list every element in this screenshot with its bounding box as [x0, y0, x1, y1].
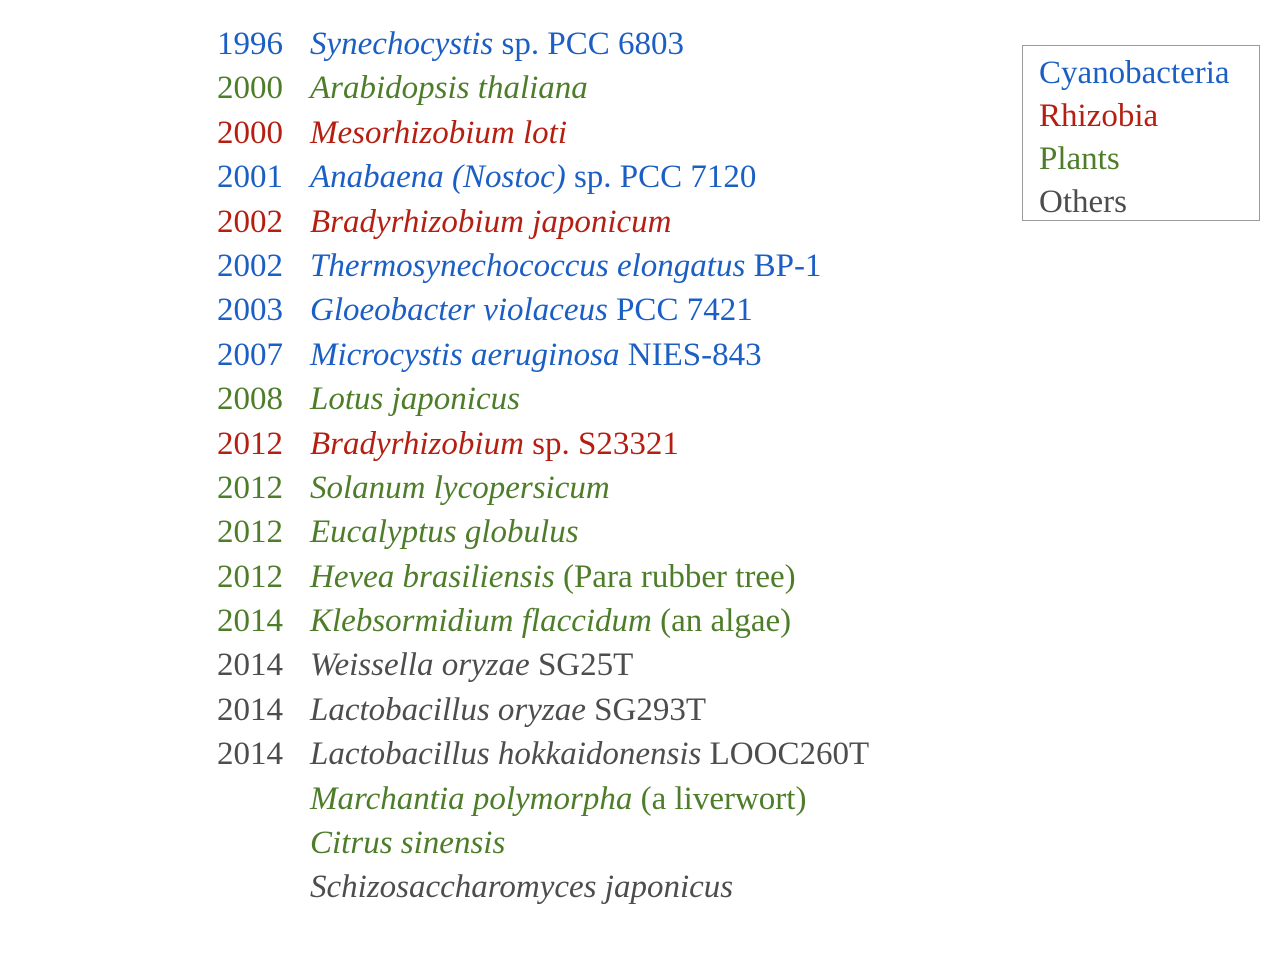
entry-year: 2012 [217, 425, 283, 462]
organism-name: Lactobacillus hokkaidonensis [310, 736, 702, 773]
organism-name: Arabidopsis thaliana [310, 70, 588, 107]
organism-name: Anabaena (Nostoc) [310, 159, 566, 196]
organism-strain: PCC 7421 [607, 292, 753, 329]
entry-year: 2000 [217, 114, 283, 151]
organism-name: Mesorhizobium loti [310, 114, 567, 151]
organism-name: Lactobacillus oryzae [310, 691, 586, 728]
entry-organism: Anabaena (Nostoc) sp. PCC 7120 [310, 155, 756, 199]
organism-name: Bradyrhizobium [310, 425, 524, 462]
genome-list: 1996 Synechocystis sp. PCC 6803 2000 Arabi… [217, 22, 869, 910]
organism-strain: sp. PCC 7120 [565, 159, 757, 196]
entry-organism: Schizosaccharomyces japonicus [310, 865, 733, 909]
genome-entry: 2003 Gloeobacter violaceus PCC 7421 [217, 288, 869, 332]
genome-entry: 2000 Arabidopsis thaliana [217, 66, 869, 110]
organism-name: Hevea brasiliensis [310, 558, 555, 595]
organism-strain: NIES-843 [619, 336, 762, 373]
entry-year: 2014 [217, 647, 283, 684]
genome-entry: 2014 Lactobacillus oryzae SG293T [217, 688, 869, 732]
entry-organism: Thermosynechococcus elongatus BP-1 [310, 244, 821, 288]
genome-entry: 2012 Bradyrhizobium sp. S23321 [217, 422, 869, 466]
entry-organism: Lotus japonicus [310, 377, 520, 421]
genome-entry: Marchantia polymorpha (a liverwort) [217, 777, 869, 821]
genome-entry: 1996 Synechocystis sp. PCC 6803 [217, 22, 869, 66]
entry-year: 2000 [217, 70, 283, 107]
entry-organism: Solanum lycopersicum [310, 466, 610, 510]
legend-item-cyanobacteria: Cyanobacteria [1039, 55, 1230, 91]
entry-organism: Lactobacillus oryzae SG293T [310, 688, 706, 732]
genome-entry: 2001 Anabaena (Nostoc) sp. PCC 7120 [217, 155, 869, 199]
organism-name: Weissella oryzae [310, 647, 530, 684]
entry-organism: Arabidopsis thaliana [310, 66, 588, 110]
organism-name: Schizosaccharomyces japonicus [310, 869, 734, 906]
organism-strain: (a liverwort) [632, 780, 807, 817]
organism-name: Gloeobacter violaceus [310, 292, 608, 329]
entry-organism: Weissella oryzae SG25T [310, 643, 633, 687]
genome-entry: Citrus sinensis [217, 821, 869, 865]
genome-entry: 2000 Mesorhizobium loti [217, 111, 869, 155]
genome-entry: 2014 Klebsormidium flaccidum (an algae) [217, 599, 869, 643]
genome-entry: 2012 Hevea brasiliensis (Para rubber tree… [217, 555, 869, 599]
organism-name: Eucalyptus globulus [310, 514, 579, 551]
organism-name: Bradyrhizobium japonicum [310, 203, 672, 240]
organism-strain: SG293T [585, 691, 706, 728]
organism-strain: (an algae) [651, 603, 792, 640]
entry-year: 2012 [217, 514, 283, 551]
entry-organism: Mesorhizobium loti [310, 111, 567, 155]
organism-strain: LOOC260T [701, 736, 870, 773]
entry-year: 2012 [217, 558, 283, 595]
organism-name: Thermosynechococcus elongatus [310, 247, 746, 284]
entry-organism: Gloeobacter violaceus PCC 7421 [310, 288, 753, 332]
organism-name: Microcystis aeruginosa [310, 336, 620, 373]
genome-entry: 2014 Lactobacillus hokkaidonensis LOOC260… [217, 732, 869, 776]
entry-year: 2003 [217, 292, 283, 329]
genome-entry: 2012 Solanum lycopersicum [217, 466, 869, 510]
organism-name: Marchantia polymorpha [310, 780, 633, 817]
entry-year: 2008 [217, 381, 283, 418]
organism-strain: sp. S23321 [523, 425, 679, 462]
genome-entry: 2014 Weissella oryzae SG25T [217, 643, 869, 687]
entry-year: 1996 [217, 26, 283, 62]
organism-strain: sp. PCC 6803 [493, 26, 684, 62]
entry-year: 2002 [217, 247, 283, 284]
entry-year: 2007 [217, 336, 283, 373]
genome-entry: 2012 Eucalyptus globulus [217, 510, 869, 554]
organism-strain: SG25T [529, 647, 634, 684]
organism-name: Synechocystis [310, 26, 494, 62]
entry-organism: Eucalyptus globulus [310, 510, 579, 554]
entry-organism: Citrus sinensis [310, 821, 505, 865]
entry-year: 2002 [217, 203, 283, 240]
entry-organism: Bradyrhizobium sp. S23321 [310, 422, 679, 466]
entry-organism: Lactobacillus hokkaidonensis LOOC260T [310, 732, 869, 776]
genome-entry: 2008 Lotus japonicus [217, 377, 869, 421]
entry-organism: Bradyrhizobium japonicum [310, 200, 671, 244]
genome-entry: 2007 Microcystis aeruginosa NIES-843 [217, 333, 869, 377]
genome-entry: 2002 Bradyrhizobium japonicum [217, 200, 869, 244]
legend-item-plants: Plants [1039, 141, 1120, 177]
organism-name: Citrus sinensis [310, 825, 506, 862]
genome-entry: 2002 Thermosynechococcus elongatus BP-1 [217, 244, 869, 288]
legend-item-rhizobia: Rhizobia [1039, 98, 1159, 134]
entry-year: 2014 [217, 736, 283, 773]
organism-strain: (Para rubber tree) [554, 558, 796, 595]
entry-year: 2001 [217, 159, 283, 196]
organism-name: Lotus japonicus [310, 381, 520, 418]
entry-year: 2014 [217, 691, 283, 728]
entry-organism: Klebsormidium flaccidum (an algae) [310, 599, 791, 643]
legend-item-others: Others [1039, 184, 1127, 220]
entry-year: 2012 [217, 469, 283, 506]
legend-box: Cyanobacteria Rhizobia Plants Others [1022, 45, 1260, 221]
entry-organism: Microcystis aeruginosa NIES-843 [310, 333, 762, 377]
organism-name: Solanum lycopersicum [310, 469, 610, 506]
organism-name: Klebsormidium flaccidum [310, 603, 652, 640]
entry-organism: Hevea brasiliensis (Para rubber tree) [310, 555, 796, 599]
organism-strain: BP-1 [745, 247, 822, 284]
entry-organism: Marchantia polymorpha (a liverwort) [310, 777, 806, 821]
genome-entry: Schizosaccharomyces japonicus [217, 865, 869, 909]
entry-organism: Synechocystis sp. PCC 6803 [310, 22, 684, 66]
entry-year: 2014 [217, 603, 283, 640]
